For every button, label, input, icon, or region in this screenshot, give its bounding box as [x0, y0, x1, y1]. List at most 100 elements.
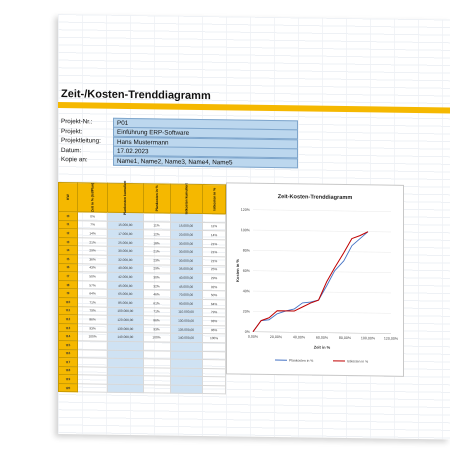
table-cell[interactable]: 100% [77, 332, 108, 342]
table-cell[interactable]: 93% [202, 316, 226, 326]
week-cell[interactable]: t17 [58, 357, 78, 367]
week-cell[interactable]: t4 [58, 245, 78, 255]
table-cell[interactable] [77, 375, 108, 385]
table-cell[interactable]: 18% [143, 238, 171, 248]
table-cell[interactable] [77, 340, 108, 350]
week-cell[interactable]: t15 [58, 340, 78, 350]
table-cell[interactable]: 7% [77, 220, 108, 230]
table-cell[interactable]: 100% [143, 332, 171, 342]
table-cell[interactable]: 86% [77, 314, 108, 324]
table-cell[interactable]: 93% [77, 323, 108, 333]
table-cell[interactable] [107, 384, 143, 394]
table-cell[interactable]: 11% [202, 222, 226, 232]
table-cell[interactable]: 14% [202, 230, 226, 240]
x-tick-label: 40,00% [293, 335, 306, 339]
table-cell[interactable]: 71% [143, 307, 171, 317]
week-cell[interactable]: t16 [58, 349, 78, 358]
table-cell[interactable]: 25% [202, 265, 226, 275]
week-cell[interactable]: t20 [58, 383, 78, 393]
table-cell[interactable] [143, 375, 171, 385]
table-cell[interactable] [143, 358, 171, 368]
week-cell[interactable]: t0 [58, 211, 78, 221]
column-header[interactable]: Plankosten in % [143, 183, 171, 214]
table-cell[interactable]: 12% [143, 229, 171, 239]
table-cell[interactable]: 100% [202, 333, 226, 343]
week-cell[interactable]: t9 [58, 288, 78, 298]
table-cell[interactable]: 57% [77, 280, 108, 290]
table-cell[interactable] [77, 366, 108, 376]
week-cell[interactable]: t12 [58, 314, 78, 324]
table-cell[interactable]: 30% [143, 272, 171, 282]
table-cell[interactable] [202, 351, 226, 360]
week-cell[interactable]: t3 [58, 237, 78, 247]
week-cell[interactable]: t11 [58, 306, 78, 315]
y-gridline [253, 270, 391, 273]
table-cell[interactable]: 21% [77, 237, 108, 247]
week-cell[interactable]: t5 [58, 254, 78, 264]
table-cell[interactable] [143, 212, 171, 222]
table-cell[interactable]: 23% [143, 255, 171, 265]
info-value-cell[interactable]: Name1, Name2, Name3, Name4, Name5 [113, 155, 298, 169]
column-header[interactable]: Istkosten in % [202, 184, 226, 214]
table-cell[interactable]: 32% [202, 282, 226, 292]
table-cell[interactable]: 86% [143, 315, 171, 325]
x-tick-label: 120,00% [384, 337, 399, 341]
table-cell[interactable] [170, 384, 203, 394]
table-cell[interactable]: 71% [77, 297, 108, 307]
table-cell[interactable]: 96% [202, 325, 226, 335]
week-cell[interactable]: t7 [58, 271, 78, 281]
table-cell[interactable]: 32% [143, 281, 171, 291]
trend-chart[interactable]: Zeit-Kosten-Trenddiagramm 0% 20% 40% 60% 80% 1… [226, 182, 404, 377]
table-cell[interactable] [202, 342, 226, 352]
table-cell[interactable]: 46% [143, 290, 171, 300]
table-cell[interactable]: 64% [202, 299, 226, 309]
week-cell[interactable]: t1 [58, 220, 78, 229]
table-cell[interactable]: 61% [143, 298, 171, 308]
table-cell[interactable]: 79% [202, 308, 226, 317]
week-cell[interactable]: t19 [58, 374, 78, 384]
table-cell[interactable]: 93% [143, 324, 171, 334]
week-cell[interactable]: t2 [58, 228, 78, 238]
table-cell[interactable]: 29% [143, 264, 171, 274]
week-cell[interactable]: t13 [58, 323, 78, 333]
table-cell[interactable] [202, 368, 226, 378]
table-cell[interactable] [202, 213, 226, 223]
y-tick-label: 80% [243, 249, 251, 253]
table-cell[interactable]: 43% [77, 263, 108, 273]
column-header[interactable]: Zeit in % (Ist/Plan) [77, 182, 108, 213]
week-cell[interactable]: t6 [58, 263, 78, 272]
table-cell[interactable] [77, 357, 108, 367]
table-cell[interactable] [77, 383, 108, 393]
table-cell[interactable]: 29% [77, 246, 108, 256]
week-cell[interactable]: t14 [58, 331, 78, 341]
table-cell[interactable]: 50% [202, 290, 226, 300]
table-cell[interactable] [202, 359, 226, 369]
table-cell[interactable] [202, 385, 226, 395]
table-cell[interactable] [202, 376, 226, 386]
table-cell[interactable]: 36% [77, 254, 108, 264]
table-cell[interactable]: 21% [202, 256, 226, 266]
table-cell[interactable]: 0% [77, 211, 108, 221]
table-cell[interactable]: 14% [77, 228, 108, 238]
week-cell[interactable]: t8 [58, 280, 78, 290]
column-header[interactable]: KW [58, 182, 78, 212]
table-cell[interactable] [143, 341, 171, 351]
table-cell[interactable]: 50% [77, 271, 108, 281]
table-cell[interactable]: 21% [202, 239, 226, 249]
table-cell[interactable]: 11% [143, 221, 171, 231]
table-cell[interactable] [143, 350, 171, 360]
column-header[interactable]: Istkosten kumuliert [170, 183, 203, 214]
table-cell[interactable] [143, 367, 171, 377]
table-cell[interactable] [77, 349, 108, 359]
table-cell[interactable]: 21% [143, 247, 171, 257]
trend-data-table: KW Zeit in % (Ist/Plan) Plankosten kumulie… [58, 181, 226, 395]
column-header[interactable]: Plankosten kumuliert [107, 181, 143, 215]
trend-chart-svg: Zeit-Kosten-Trenddiagramm 0% 20% 40% 60% 80% 1… [235, 194, 399, 364]
table-cell[interactable]: 79% [77, 306, 108, 316]
table-cell[interactable]: 21% [202, 247, 226, 257]
table-cell[interactable] [143, 384, 171, 394]
table-cell[interactable]: 64% [77, 289, 108, 299]
table-cell[interactable]: 29% [202, 273, 226, 283]
week-cell[interactable]: t18 [58, 366, 78, 376]
week-cell[interactable]: t10 [58, 297, 78, 307]
